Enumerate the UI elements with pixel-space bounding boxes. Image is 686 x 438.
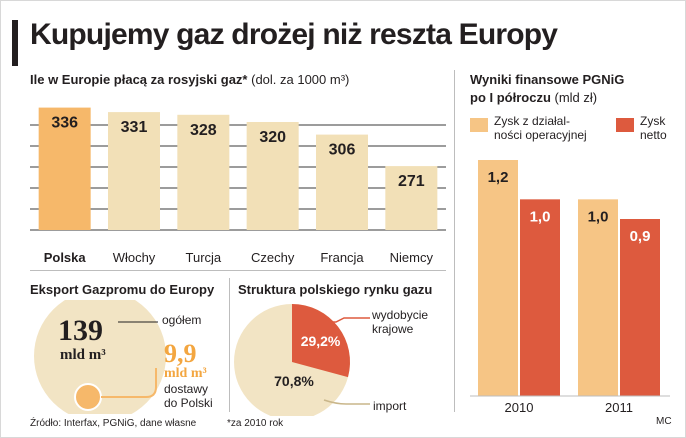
- gas-price-unit: (dol. za 1000 m³): [251, 72, 350, 87]
- gas-price-title: Ile w Europie płacą za rosyjski gaz*: [30, 72, 248, 87]
- finance-value-label: 0,9: [630, 228, 651, 245]
- bar-niemcy: [385, 166, 438, 230]
- finance-title-line2: po I półroczu: [470, 90, 551, 105]
- legend-operating: Zysk z działal- ności operacyjnej: [494, 114, 587, 142]
- finance-heading: Wyniki finansowe PGNiG: [470, 72, 624, 87]
- category-label: Francja: [320, 250, 364, 265]
- finance-bar: [620, 219, 660, 396]
- year-label: 2011: [605, 400, 633, 415]
- structure-heading: Struktura polskiego rynku gazu: [238, 282, 433, 297]
- bar-value-label: 320: [259, 129, 286, 146]
- finance-bar: [478, 160, 518, 396]
- legend-swatch-operating: [470, 118, 488, 132]
- title-accent-bar: [12, 20, 18, 66]
- export-total-label: ogółem: [162, 313, 202, 327]
- bar-value-label: 271: [398, 173, 425, 190]
- footnote: *za 2010 rok: [227, 418, 284, 429]
- pie-value-import: 70,8%: [274, 373, 314, 389]
- pie-label-import: import: [373, 399, 407, 413]
- source-note: Źródło: Interfax, PGNiG, dane własne: [30, 418, 197, 429]
- bar-value-label: 306: [329, 142, 356, 159]
- bar-czechy: [246, 122, 299, 230]
- export-poland-leader: [101, 368, 157, 398]
- pie-slice-domestic: [292, 304, 350, 378]
- section-divider: [30, 270, 446, 271]
- pie-label-domestic: wydobycie krajowe: [372, 308, 429, 336]
- bar-value-label: 328: [190, 122, 217, 139]
- export-poland-unit: mld m³: [164, 366, 207, 381]
- export-poland-circle: [74, 383, 102, 411]
- category-label: Polska: [44, 250, 87, 265]
- finance-heading-2: po I półroczu (mld zł): [470, 90, 597, 105]
- legend-net: Zysk netto: [640, 114, 667, 142]
- finance-title-line1: Wyniki finansowe PGNiG: [470, 72, 625, 87]
- bar-turcja: [177, 114, 230, 230]
- column-divider: [454, 70, 455, 412]
- export-total-value: 139: [58, 314, 103, 347]
- pie-leader-import: [323, 399, 370, 405]
- finance-unit: (mld zł): [554, 90, 598, 105]
- structure-pie-chart: 29,2% 70,8%: [234, 304, 370, 416]
- finance-bar: [578, 199, 618, 396]
- finance-chart: 1,2 1,0 2010 1,0 0,9 2011: [470, 160, 670, 415]
- category-label: Turcja: [186, 250, 222, 265]
- finance-value-label: 1,0: [588, 208, 609, 225]
- export-chart: [34, 300, 166, 414]
- bar-francja: [316, 134, 368, 230]
- pie-leader-domestic: [324, 317, 370, 323]
- export-heading: Eksport Gazpromu do Europy: [30, 282, 215, 297]
- bar-polska: [38, 107, 91, 230]
- category-label: Niemcy: [390, 250, 434, 265]
- finance-value-label: 1,2: [488, 169, 509, 186]
- pie-value-domestic: 29,2%: [301, 333, 341, 349]
- author-initials: MC: [656, 416, 672, 427]
- bar-value-label: 336: [51, 115, 78, 132]
- finance-value-label: 1,0: [530, 208, 551, 225]
- gas-price-heading: Ile w Europie płacą za rosyjski gaz* (do…: [30, 72, 349, 87]
- bar-value-label: 331: [121, 119, 148, 136]
- bar-włochy: [108, 112, 160, 230]
- gas-price-chart: 336 Polska 331 Włochy 328 Turcja 320 Czechy 306 F…: [30, 107, 446, 265]
- finance-bar: [520, 199, 560, 396]
- bottom-divider: [229, 278, 230, 412]
- year-label: 2010: [505, 400, 534, 415]
- category-label: Czechy: [251, 250, 295, 265]
- category-label: Włochy: [113, 250, 156, 265]
- export-total-circle: [34, 300, 166, 414]
- export-poland-label: dostawy do Polski: [164, 382, 213, 410]
- export-total-unit: mld m³: [60, 347, 106, 363]
- legend-swatch-net: [616, 118, 634, 132]
- page-title: Kupujemy gaz drożej niż reszta Europy: [30, 18, 558, 51]
- export-poland-value: 9,9: [164, 339, 197, 368]
